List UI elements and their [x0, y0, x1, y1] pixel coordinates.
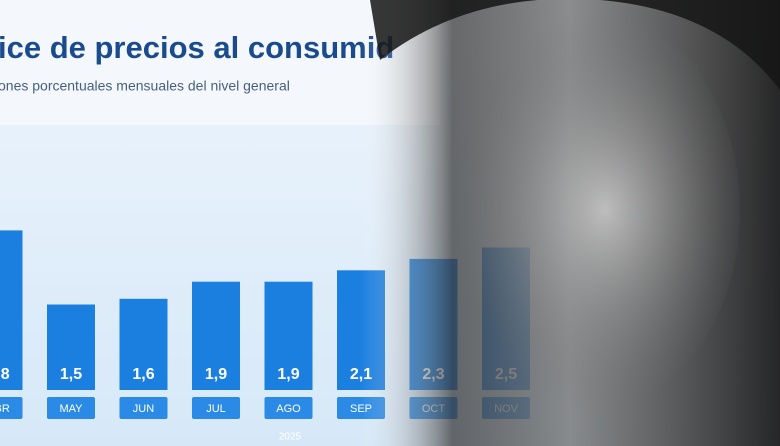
x-tick-label: ABR	[0, 403, 10, 415]
year-label: 2025	[279, 432, 302, 443]
value-label: 2,8	[0, 366, 10, 383]
bar	[192, 281, 240, 390]
photo-hair	[370, 0, 780, 90]
value-label: 1,9	[277, 366, 299, 383]
value-label: 1,5	[60, 366, 82, 383]
category-box	[264, 397, 313, 419]
bar	[47, 304, 95, 390]
bar	[119, 298, 168, 390]
x-tick-label: JUN	[133, 403, 154, 415]
category-box	[47, 397, 95, 419]
x-tick-label: JUL	[206, 403, 226, 415]
photo-face	[440, 10, 740, 410]
value-label: 1,9	[205, 366, 227, 383]
x-tick-label: MAY	[59, 403, 83, 415]
category-box	[0, 397, 23, 419]
chart-title: ice de precios al consumid	[0, 30, 394, 65]
bar	[264, 281, 313, 390]
x-tick-label: AGO	[276, 403, 301, 415]
category-box	[192, 397, 240, 419]
value-label: 1,6	[132, 366, 154, 383]
bar	[0, 230, 23, 390]
category-box	[119, 397, 168, 419]
chart-subtitle: ones porcentuales mensuales del nivel ge…	[0, 78, 290, 94]
